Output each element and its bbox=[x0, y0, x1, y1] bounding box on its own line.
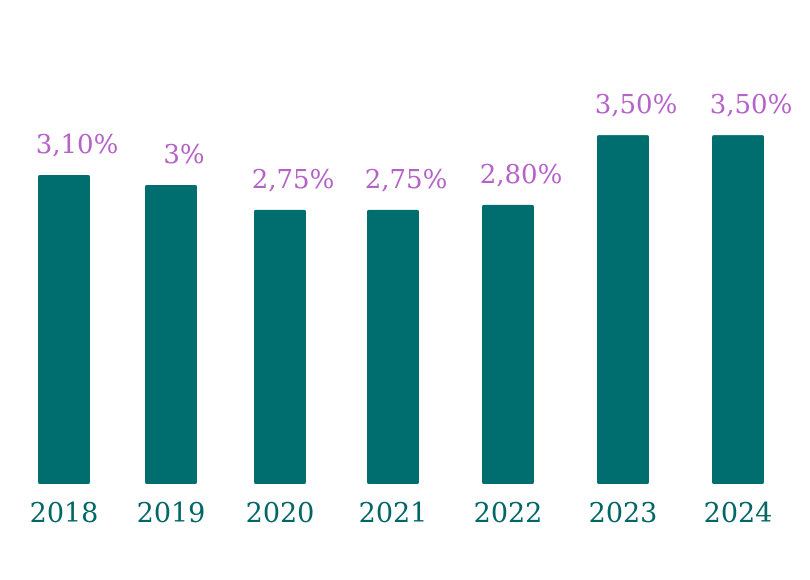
bar-2021 bbox=[367, 209, 419, 485]
data-label-2020: 2,75% bbox=[252, 165, 335, 195]
x-axis-tick-labels: 2018 2019 2020 2021 2022 2023 2024 bbox=[30, 498, 773, 529]
bar-2022 bbox=[482, 204, 534, 484]
bar-2023 bbox=[597, 135, 649, 484]
x-tick-label-2022: 2022 bbox=[474, 498, 543, 529]
data-label-2024: 3,50% bbox=[710, 90, 793, 120]
bar-2019 bbox=[145, 184, 197, 484]
bars-group bbox=[38, 135, 764, 485]
data-label-2021: 2,75% bbox=[365, 165, 448, 195]
x-tick-label-2020: 2020 bbox=[246, 498, 315, 529]
x-tick-label-2021: 2021 bbox=[359, 498, 428, 529]
x-tick-label-2024: 2024 bbox=[704, 498, 773, 529]
x-tick-label-2023: 2023 bbox=[589, 498, 658, 529]
data-label-2018: 3,10% bbox=[36, 130, 119, 160]
bar-2020 bbox=[254, 209, 306, 485]
x-tick-label-2018: 2018 bbox=[30, 498, 99, 529]
data-label-2022: 2,80% bbox=[480, 160, 563, 190]
bar-2024 bbox=[712, 135, 764, 484]
x-tick-label-2019: 2019 bbox=[137, 498, 206, 529]
data-labels-group: 3,10% 3% 2,75% 2,75% 2,80% 3,50% 3,50% bbox=[36, 90, 793, 195]
data-label-2019: 3% bbox=[163, 140, 204, 170]
data-label-2023: 3,50% bbox=[595, 90, 678, 120]
bar-2018 bbox=[38, 175, 90, 484]
